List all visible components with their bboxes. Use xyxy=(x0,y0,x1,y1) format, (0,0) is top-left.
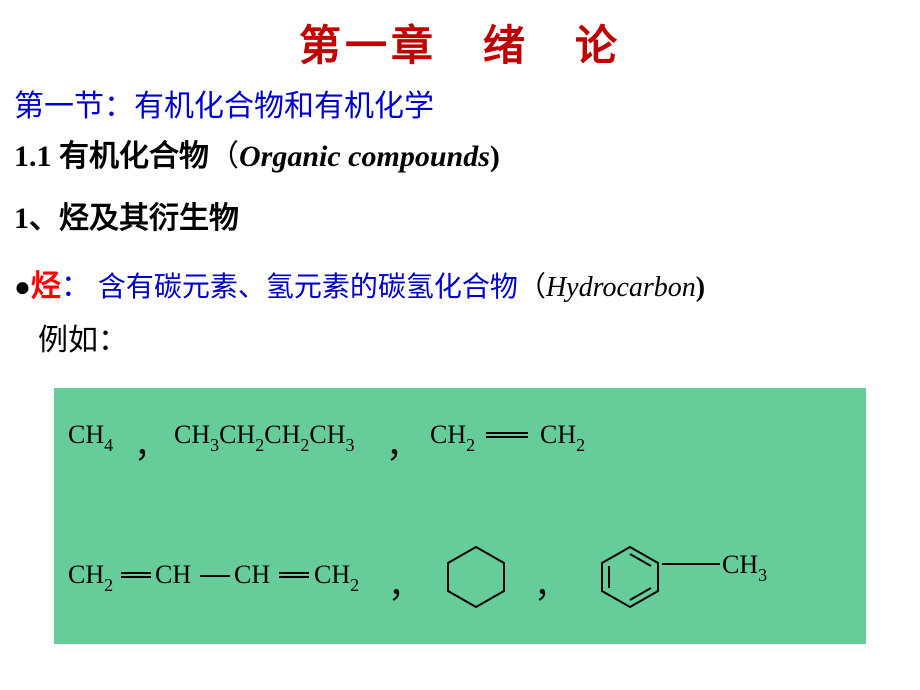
buta1-s: 2 xyxy=(104,575,113,595)
butane-p4: CH xyxy=(309,420,345,449)
ethene-right: CH2 xyxy=(540,420,585,454)
formula-butane: CH3CH2CH2CH3 xyxy=(174,420,355,454)
sub11-paren-close: ) xyxy=(490,140,500,173)
item1-num: 1 xyxy=(14,202,29,235)
ethene-l-text: CH xyxy=(430,420,466,449)
def-paren-open: （ xyxy=(518,272,546,303)
bullet-icon: ● xyxy=(14,272,31,303)
subsection-1-1: 1.1 有机化合物（Organic compounds) xyxy=(0,131,920,175)
toluene-ch3: CH3 xyxy=(722,550,767,584)
ch4-sub: 4 xyxy=(104,435,113,455)
def-colon: ： xyxy=(61,270,91,303)
comma-4: ， xyxy=(534,558,568,607)
butadiene-2: CH xyxy=(155,560,191,590)
comma-1: ， xyxy=(134,418,168,467)
sub11-eng: Organic compounds xyxy=(239,140,490,173)
sub11-num: 1.1 xyxy=(14,140,52,173)
comma-3: ， xyxy=(388,558,422,607)
butane-p3: CH xyxy=(264,420,300,449)
benzene-icon xyxy=(596,543,664,611)
term-hydrocarbon: 烃 xyxy=(31,270,61,303)
ethene-r-sub: 2 xyxy=(576,435,585,455)
definition-text: 含有碳元素、氢元素的碳氢化合物 xyxy=(91,272,518,303)
ethene-l-sub: 2 xyxy=(466,435,475,455)
item1-text: 、烃及其衍生物 xyxy=(29,202,239,235)
ethene-r-text: CH xyxy=(540,420,576,449)
formula-ch4: CH4 xyxy=(68,420,113,454)
comma-2: ， xyxy=(386,418,420,467)
double-bond-icon xyxy=(486,432,528,438)
butadiene-1: CH2 xyxy=(68,560,113,594)
item-1: 1、烃及其衍生物 xyxy=(0,193,920,237)
butane-p1s: 3 xyxy=(210,435,219,455)
ethene-left: CH2 xyxy=(430,420,475,454)
toluene-sub: 3 xyxy=(758,565,767,585)
sub11-cn: 有机化合物 xyxy=(52,140,210,173)
section-heading: 第一节：有机化合物和有机化学 xyxy=(0,81,920,125)
chemistry-examples-box: CH4 ， CH3CH2CH2CH3 ， CH2 CH2 CH2 CH CH C… xyxy=(54,388,866,644)
buta4-t: CH xyxy=(314,560,350,589)
cyclohexane-icon xyxy=(442,543,510,611)
butadiene-3: CH xyxy=(234,560,270,590)
butane-p4s: 3 xyxy=(346,435,355,455)
sub11-paren-open: （ xyxy=(209,140,239,173)
double-bond-icon-3 xyxy=(279,572,309,578)
definition-line: ●烃： 含有碳元素、氢元素的碳氢化合物（Hydrocarbon) xyxy=(0,261,920,305)
butane-p2: CH xyxy=(219,420,255,449)
def-eng: Hydrocarbon xyxy=(546,272,696,303)
buta1-t: CH xyxy=(68,560,104,589)
buta4-s: 2 xyxy=(350,575,359,595)
butane-p3s: 2 xyxy=(300,435,309,455)
example-label: 例如： xyxy=(0,315,920,359)
def-paren-close: ) xyxy=(696,272,705,303)
double-bond-icon-2 xyxy=(121,572,151,578)
single-bond-icon-2 xyxy=(662,563,720,565)
ch4-text: CH xyxy=(68,420,104,449)
single-bond-icon xyxy=(200,575,230,577)
butadiene-4: CH2 xyxy=(314,560,359,594)
butane-p2s: 2 xyxy=(255,435,264,455)
butane-p1: CH xyxy=(174,420,210,449)
toluene-text: CH xyxy=(722,550,758,579)
chapter-title: 第一章 绪 论 xyxy=(0,0,920,73)
